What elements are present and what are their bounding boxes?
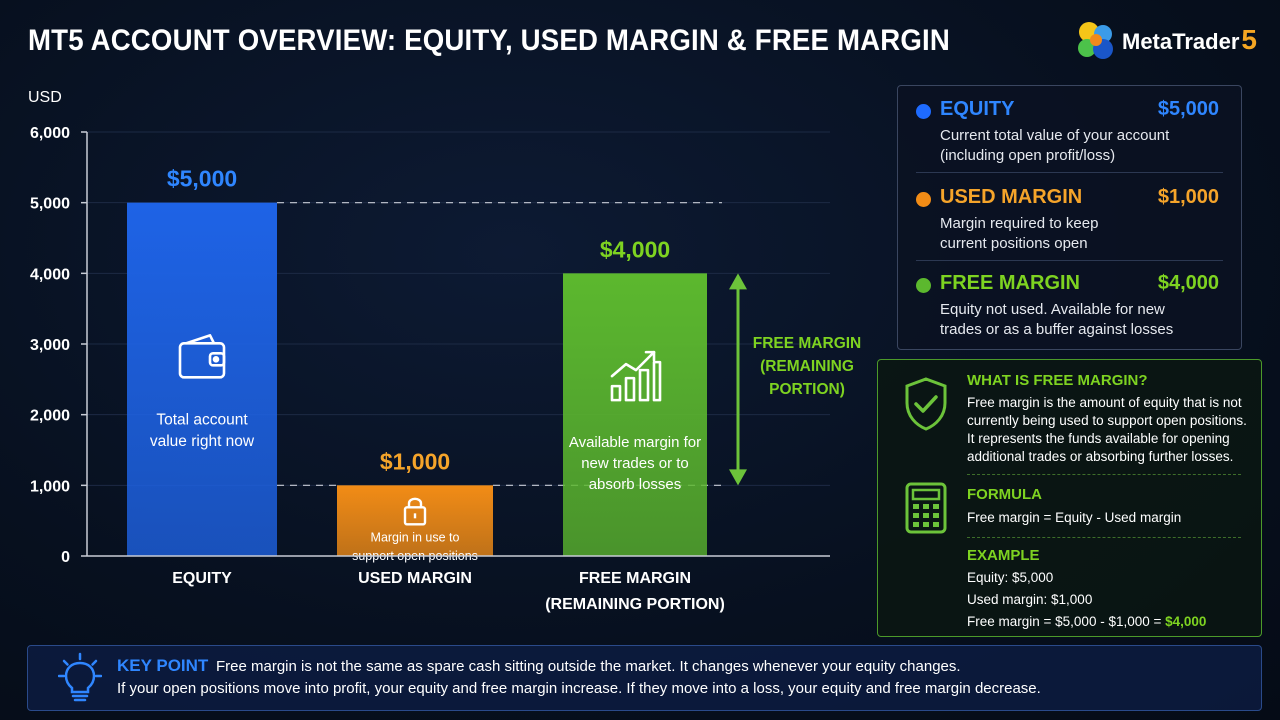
example-equity: Equity: $5,000 xyxy=(967,570,1054,585)
bar-free-margin xyxy=(563,273,707,556)
legend-title: USED MARGIN xyxy=(940,186,1083,208)
bar-description: Margin in use to xyxy=(371,530,460,544)
example-title: EXAMPLE xyxy=(967,547,1040,564)
brand-version: 5 xyxy=(1241,24,1257,55)
legend-desc: Current total value of your account (inc… xyxy=(940,127,1170,164)
key-point-line-2: If your open positions move into profit,… xyxy=(117,680,1041,697)
metatrader-logo-icon xyxy=(1078,22,1113,59)
bar-description: absorb losses xyxy=(589,476,682,493)
x-category-label: USED MARGIN xyxy=(358,570,472,587)
y-tick-label: 2,000 xyxy=(30,408,70,425)
value-label: $1,000 xyxy=(380,448,450,474)
y-tick-label: 6,000 xyxy=(30,125,70,142)
x-category-label: (REMAINING PORTION) xyxy=(545,596,725,613)
shield-check-icon xyxy=(905,377,947,431)
x-category-label: EQUITY xyxy=(172,570,232,587)
key-point-banner: KEY POINT Free margin is not the same as… xyxy=(27,645,1262,711)
calculator-icon xyxy=(905,482,947,534)
what-is-text: Free margin is the amount of equity that… xyxy=(967,395,1247,464)
value-label: $4,000 xyxy=(600,236,670,262)
legend-value: $5,000 xyxy=(1157,98,1219,120)
x-category-label: FREE MARGIN xyxy=(579,570,691,587)
used-margin-dot-icon xyxy=(916,192,931,207)
wallet-icon xyxy=(178,334,226,379)
lightbulb-icon xyxy=(58,652,102,702)
example-free-result: $4,000 xyxy=(1165,614,1207,629)
bar-equity xyxy=(127,202,277,556)
info-divider xyxy=(967,537,1241,538)
legend-panel: EQUITY $5,000 Current total value of you… xyxy=(897,85,1242,350)
key-point-title: KEY POINT xyxy=(117,656,209,675)
bar-used-margin xyxy=(337,485,493,556)
info-divider xyxy=(967,474,1241,475)
legend-divider xyxy=(916,260,1223,261)
value-label: $5,000 xyxy=(167,166,237,192)
free-margin-dot-icon xyxy=(916,278,931,293)
legend-value: $4,000 xyxy=(1157,272,1219,294)
what-is-title: WHAT IS FREE MARGIN? xyxy=(967,372,1148,389)
y-tick-label: 5,000 xyxy=(30,196,70,213)
y-axis-label: USD xyxy=(28,89,62,106)
annotation-line-3: PORTION) xyxy=(769,381,845,398)
growth-chart-icon xyxy=(610,350,662,402)
example-free: Free margin = $5,000 - $1,000 = $4,000 xyxy=(967,614,1207,629)
annotation-line-1: FREE MARGIN xyxy=(753,335,862,352)
legend-title: EQUITY xyxy=(940,98,1015,120)
legend-desc: Margin required to keep current position… xyxy=(940,215,1099,252)
brand-logo: MetaTrader5 xyxy=(1072,14,1262,66)
formula-title: FORMULA xyxy=(967,486,1042,503)
page-title: MT5 ACCOUNT OVERVIEW: EQUITY, USED MARGI… xyxy=(28,24,950,57)
free-margin-arrow xyxy=(729,273,747,486)
key-point-line-1: Free margin is not the same as spare cas… xyxy=(216,658,961,675)
equity-dot-icon xyxy=(916,104,931,119)
bar-chart: USD 0 1,000 2,000 3,000 4,000 5,000 6,000 $5,0… xyxy=(28,89,862,613)
legend-divider xyxy=(916,172,1223,173)
bar-description: value right now xyxy=(150,433,255,450)
bar-description: Available margin for xyxy=(569,434,701,451)
annotation-line-2: (REMAINING xyxy=(760,358,854,375)
bar-description: new trades or to xyxy=(581,455,689,472)
example-used: Used margin: $1,000 xyxy=(967,592,1093,607)
bar-description: Total account xyxy=(156,412,248,429)
legend-title: FREE MARGIN xyxy=(940,272,1080,294)
brand-name: MetaTrader5 xyxy=(1122,24,1257,55)
y-tick-label: 0 xyxy=(61,549,70,566)
legend-desc: Equity not used. Available for new trade… xyxy=(940,301,1174,338)
y-tick-label: 3,000 xyxy=(30,337,70,354)
y-tick-label: 4,000 xyxy=(30,266,70,283)
lock-icon xyxy=(403,497,427,526)
free-margin-info-panel: WHAT IS FREE MARGIN? Free margin is the … xyxy=(877,359,1262,637)
formula-text: Free margin = Equity - Used margin xyxy=(967,510,1182,525)
legend-value: $1,000 xyxy=(1157,186,1219,208)
y-tick-label: 1,000 xyxy=(30,478,70,495)
